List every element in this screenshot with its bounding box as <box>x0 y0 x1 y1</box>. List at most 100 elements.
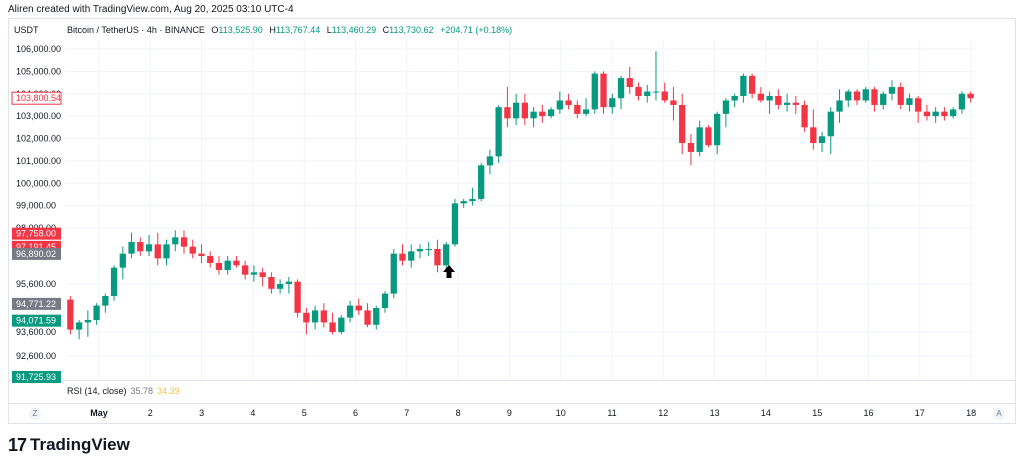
low-value: 113,460.29 <box>331 25 377 35</box>
y-tick-label: 106,000.00 <box>16 44 61 54</box>
candle-body <box>512 102 520 119</box>
price-tag-label: 97,191.45 <box>16 242 56 252</box>
candle-body <box>355 305 362 311</box>
candle-body <box>565 100 572 105</box>
candle-body <box>827 111 834 137</box>
candle-body <box>714 113 721 146</box>
candle-body <box>137 242 144 252</box>
candle-body <box>635 87 642 96</box>
candle-body <box>434 249 441 266</box>
candle-body <box>189 246 196 254</box>
candle-body <box>294 281 301 313</box>
ohlc-legend[interactable]: Bitcoin / TetherUS · 4h · BINANCE O113,5… <box>67 25 512 35</box>
price-tag-label: 91,725.93 <box>16 372 56 382</box>
rsi-label[interactable]: RSI (14, close) <box>67 386 127 396</box>
candle-body <box>486 156 494 166</box>
candle-body <box>967 93 974 99</box>
price-tag <box>12 297 61 310</box>
symbol-name[interactable]: Bitcoin / TetherUS · 4h · BINANCE <box>67 25 205 35</box>
candle-body <box>609 98 616 108</box>
candle-body <box>958 93 966 110</box>
pane-separator[interactable] <box>9 380 1015 381</box>
candle-body <box>75 322 83 330</box>
open-key: O <box>211 25 219 35</box>
candle-body <box>329 322 336 332</box>
x-tick-label: 13 <box>710 408 720 418</box>
x-tick-label: 12 <box>658 408 668 418</box>
candle-body <box>775 95 782 105</box>
y-tick-label: 105,000.00 <box>16 66 61 76</box>
candle-body <box>416 249 424 252</box>
price-tag <box>12 314 61 327</box>
x-tick-label: 7 <box>404 408 409 418</box>
candle-body <box>547 109 555 117</box>
candle-body <box>757 93 765 101</box>
x-tick-label: 14 <box>761 408 771 418</box>
candle-body <box>215 263 223 270</box>
candle-body <box>906 98 913 105</box>
candle-body <box>915 98 922 112</box>
candle-body <box>119 253 126 268</box>
candle-body <box>792 102 799 105</box>
x-tick-label: 16 <box>863 408 873 418</box>
candle-body <box>67 299 74 330</box>
price-tag <box>11 91 62 105</box>
candle-body <box>722 100 730 114</box>
price-tag <box>12 370 61 383</box>
candle-body <box>932 111 939 117</box>
candle-body <box>390 253 397 294</box>
candle-body <box>862 89 869 101</box>
rsi-legend[interactable]: RSI (14, close) 35.78 34.39 <box>67 386 180 396</box>
candle-body <box>783 102 791 105</box>
open-value: 113,525.90 <box>218 25 263 35</box>
y-tick-label: 101,000.00 <box>16 156 61 166</box>
x-tick-label: 10 <box>556 408 566 418</box>
x-tick-label: 8 <box>456 408 461 418</box>
candle-body <box>582 109 590 114</box>
candle-body <box>128 242 135 254</box>
auto-scale-button[interactable]: A <box>993 408 1005 420</box>
candle-body <box>364 310 371 325</box>
rsi-ma-value: 34.39 <box>157 386 180 396</box>
candle-body <box>897 87 904 105</box>
currency-label: USDT <box>14 25 39 35</box>
candle-body <box>880 93 887 105</box>
candle-body <box>373 308 380 325</box>
candle-body <box>399 253 406 261</box>
rsi-value: 35.78 <box>130 386 154 396</box>
close-key: C <box>382 25 390 35</box>
tradingview-logo[interactable]: 17 TradingView <box>8 434 130 456</box>
candle-body <box>460 201 467 204</box>
candle-body <box>478 165 485 199</box>
candle-body <box>207 256 214 263</box>
candle-body <box>950 109 957 117</box>
candle-body <box>504 107 511 119</box>
x-tick-label: 9 <box>507 408 512 418</box>
x-tick-label: 4 <box>250 408 255 418</box>
tradingview-logo-text: TradingView <box>30 435 130 454</box>
price-tag-label: 97,758.00 <box>16 229 56 239</box>
zoom-button[interactable]: Z <box>29 408 41 420</box>
candle-body <box>408 251 415 261</box>
y-tick-label: 99,000.00 <box>16 201 56 211</box>
y-tick-label: 103,000.00 <box>16 111 61 121</box>
candle-body <box>110 267 118 296</box>
candle-body <box>303 312 310 323</box>
candle-body <box>381 293 389 308</box>
candle-body <box>845 91 852 101</box>
candle-body <box>810 127 817 143</box>
candle-body <box>425 249 432 250</box>
tradingview-logo-icon: 17 <box>8 434 27 455</box>
x-tick-label: 11 <box>607 408 616 418</box>
candle-body <box>198 253 205 256</box>
candle-body <box>748 75 756 94</box>
candle-body <box>93 305 100 320</box>
candle-body <box>617 78 625 99</box>
candle-body <box>705 127 712 146</box>
candle-body <box>556 100 563 110</box>
candle-body <box>670 100 677 105</box>
x-tick-label: 18 <box>966 408 976 418</box>
x-tick-label: 5 <box>302 408 307 418</box>
candle-body <box>180 237 188 247</box>
